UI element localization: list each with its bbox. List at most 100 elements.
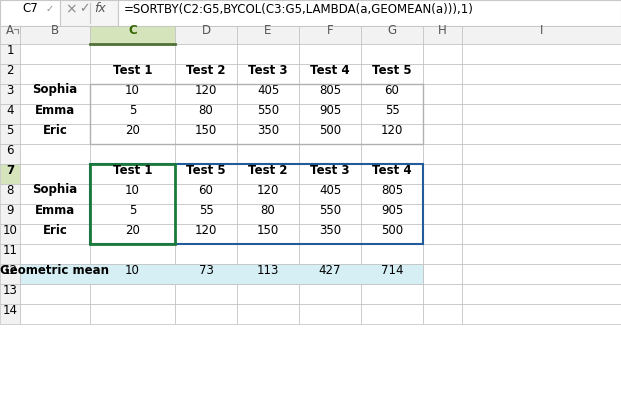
Bar bbox=[423, 104, 462, 124]
Text: Test 3: Test 3 bbox=[248, 64, 288, 76]
Bar bbox=[299, 284, 361, 304]
Text: 350: 350 bbox=[319, 224, 341, 236]
Bar bbox=[175, 264, 237, 284]
Text: 1: 1 bbox=[6, 43, 14, 57]
Text: 5: 5 bbox=[129, 103, 136, 117]
Bar bbox=[0, 44, 20, 64]
Text: 405: 405 bbox=[257, 84, 279, 96]
Text: Sophia: Sophia bbox=[32, 183, 78, 197]
Bar bbox=[462, 26, 621, 44]
Bar bbox=[423, 244, 462, 264]
Bar bbox=[175, 26, 237, 44]
Text: Eric: Eric bbox=[43, 123, 68, 137]
Bar bbox=[20, 264, 90, 284]
Bar bbox=[361, 64, 423, 84]
Text: Sophia: Sophia bbox=[32, 84, 78, 96]
Text: 120: 120 bbox=[257, 183, 279, 197]
Bar bbox=[299, 124, 361, 144]
Bar bbox=[0, 124, 20, 144]
Bar bbox=[237, 304, 299, 324]
Bar bbox=[237, 164, 299, 184]
Text: Test 3: Test 3 bbox=[310, 164, 350, 176]
Text: 80: 80 bbox=[199, 103, 214, 117]
Bar bbox=[361, 304, 423, 324]
Text: B: B bbox=[51, 25, 59, 37]
Bar bbox=[90, 26, 175, 44]
Bar bbox=[361, 84, 423, 104]
Bar bbox=[423, 264, 462, 284]
Bar bbox=[90, 204, 175, 224]
Bar bbox=[462, 84, 621, 104]
Bar bbox=[462, 184, 621, 204]
Text: 500: 500 bbox=[381, 224, 403, 236]
Text: Test 4: Test 4 bbox=[372, 164, 412, 176]
Bar bbox=[361, 264, 423, 284]
Bar bbox=[361, 184, 423, 204]
Bar bbox=[60, 0, 118, 26]
Bar bbox=[361, 144, 423, 164]
Bar bbox=[0, 304, 20, 324]
Text: 150: 150 bbox=[257, 224, 279, 236]
Bar bbox=[237, 84, 299, 104]
Text: 10: 10 bbox=[125, 84, 140, 96]
Bar bbox=[0, 0, 621, 26]
Text: Geometric mean: Geometric mean bbox=[1, 263, 109, 277]
Bar bbox=[20, 84, 90, 104]
Text: 7: 7 bbox=[6, 164, 14, 176]
Bar bbox=[299, 144, 361, 164]
Text: C: C bbox=[128, 25, 137, 37]
Bar bbox=[237, 64, 299, 84]
Bar bbox=[423, 204, 462, 224]
Bar bbox=[20, 124, 90, 144]
Bar bbox=[299, 44, 361, 64]
Text: I: I bbox=[540, 25, 543, 37]
Text: 427: 427 bbox=[319, 263, 342, 277]
Text: 4: 4 bbox=[6, 103, 14, 117]
Bar bbox=[0, 104, 20, 124]
Text: 6: 6 bbox=[6, 144, 14, 156]
Text: 13: 13 bbox=[2, 283, 17, 297]
Bar bbox=[299, 304, 361, 324]
Bar bbox=[175, 44, 237, 64]
Bar bbox=[0, 224, 20, 244]
Text: 8: 8 bbox=[6, 183, 14, 197]
Bar bbox=[20, 64, 90, 84]
Text: 10: 10 bbox=[125, 263, 140, 277]
Bar bbox=[20, 104, 90, 124]
Bar bbox=[20, 304, 90, 324]
Text: ✓: ✓ bbox=[46, 4, 54, 14]
Text: 80: 80 bbox=[261, 203, 275, 217]
Bar bbox=[462, 204, 621, 224]
Bar bbox=[175, 104, 237, 124]
Text: 20: 20 bbox=[125, 123, 140, 137]
Bar bbox=[0, 64, 20, 84]
Bar bbox=[462, 284, 621, 304]
Text: Eric: Eric bbox=[43, 224, 68, 236]
Bar bbox=[20, 164, 90, 184]
Text: 120: 120 bbox=[195, 84, 217, 96]
Bar bbox=[90, 104, 175, 124]
Text: 550: 550 bbox=[257, 103, 279, 117]
Bar bbox=[90, 84, 175, 104]
Bar bbox=[20, 244, 90, 264]
Bar bbox=[175, 124, 237, 144]
Bar bbox=[361, 124, 423, 144]
Bar bbox=[423, 144, 462, 164]
Text: E: E bbox=[265, 25, 272, 37]
Bar bbox=[175, 224, 237, 244]
Bar bbox=[90, 284, 175, 304]
Text: Emma: Emma bbox=[35, 203, 75, 217]
Text: 805: 805 bbox=[319, 84, 341, 96]
Bar bbox=[237, 104, 299, 124]
Bar bbox=[237, 264, 299, 284]
Text: 20: 20 bbox=[125, 224, 140, 236]
Bar bbox=[175, 84, 237, 104]
Bar bbox=[423, 184, 462, 204]
Text: Test 2: Test 2 bbox=[248, 164, 288, 176]
Text: Test 2: Test 2 bbox=[186, 64, 226, 76]
Bar bbox=[361, 244, 423, 264]
Bar bbox=[299, 164, 361, 184]
Bar bbox=[20, 44, 90, 64]
Text: Test 1: Test 1 bbox=[113, 64, 152, 76]
Bar bbox=[90, 44, 175, 64]
